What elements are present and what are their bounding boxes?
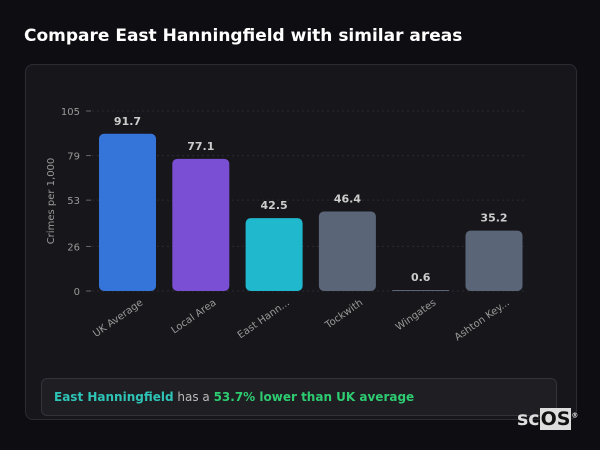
bar xyxy=(392,289,450,291)
x-tick-label: Tockwith xyxy=(323,297,365,331)
bar-value-label: 0.6 xyxy=(411,271,431,284)
bar xyxy=(465,230,523,291)
y-tick-label: 105 xyxy=(61,107,80,118)
bar xyxy=(172,158,230,291)
x-tick-label: Wingates xyxy=(394,297,438,333)
bar-value-label: 42.5 xyxy=(261,199,288,212)
summary-box: East Hanningfield has a 53.7% lower than… xyxy=(41,378,557,416)
bar xyxy=(318,211,376,291)
bar xyxy=(99,133,156,291)
summary-area: East Hanningfield xyxy=(54,390,174,404)
x-tick-label: East Hann... xyxy=(236,297,292,341)
summary-middle: has a xyxy=(173,390,214,404)
scos-logo: scOS® xyxy=(517,408,579,430)
y-axis-label: Crimes per 1,000 xyxy=(46,158,57,245)
page-title: Compare East Hanningfield with similar a… xyxy=(24,26,463,46)
bar xyxy=(245,218,303,291)
y-tick-label: 79 xyxy=(67,152,80,163)
y-tick-label: 26 xyxy=(67,242,80,253)
bar-value-label: 46.4 xyxy=(334,192,361,205)
summary-comparison: 53.7% lower than UK average xyxy=(213,390,415,404)
x-tick-label: Ashton Key... xyxy=(453,297,512,343)
y-tick-label: 0 xyxy=(74,287,80,298)
x-tick-label: Local Area xyxy=(170,297,219,336)
bar-value-label: 77.1 xyxy=(187,140,214,153)
y-tick-label: 53 xyxy=(67,196,80,207)
x-tick-label: UK Average xyxy=(91,297,145,339)
bar-value-label: 35.2 xyxy=(480,212,507,225)
bar-value-label: 91.7 xyxy=(114,115,141,128)
